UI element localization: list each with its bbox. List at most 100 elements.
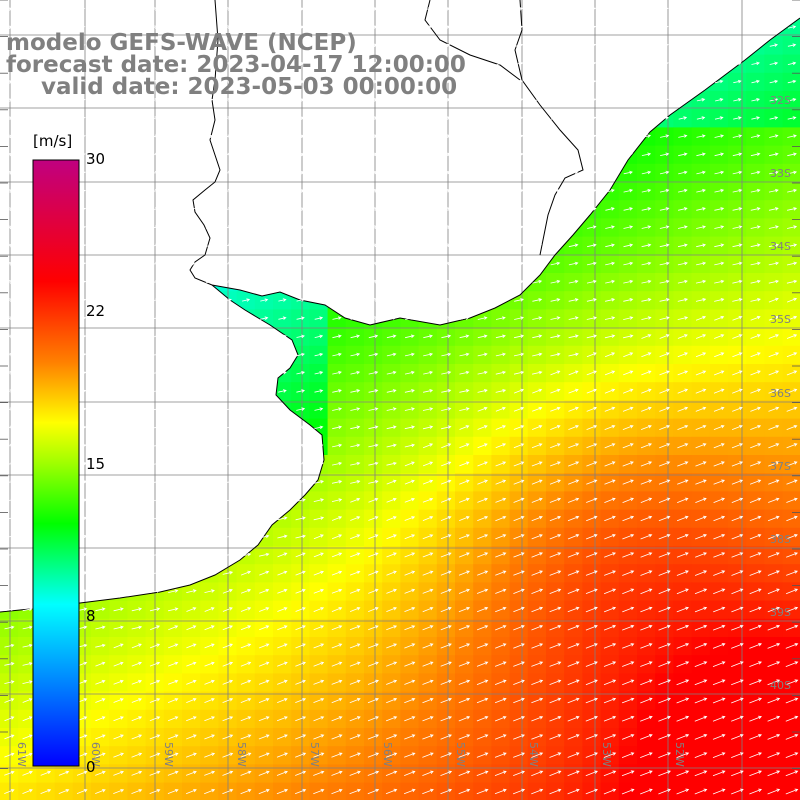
wind-arrow	[731, 479, 744, 485]
wind-arrow	[422, 697, 434, 704]
wind-arrow	[350, 189, 360, 193]
wind-arrow	[458, 788, 471, 795]
wind-arrow	[496, 189, 506, 193]
wind-arrow	[640, 443, 652, 449]
wind-arrow	[477, 298, 488, 302]
wind-arrow	[204, 679, 215, 685]
wind-arrow	[621, 752, 635, 758]
wind-arrow	[732, 152, 743, 157]
wind-arrow	[605, 207, 615, 211]
wind-arrow	[350, 207, 360, 211]
wind-arrow	[206, 134, 214, 139]
wind-arrow	[240, 607, 252, 612]
wind-arrow	[114, 407, 123, 411]
wind-arrow	[205, 207, 214, 211]
wind-arrow	[95, 498, 106, 502]
wind-arrow	[314, 425, 324, 430]
wind-arrow	[242, 189, 250, 193]
wind-arrow	[113, 643, 124, 649]
wind-arrow	[78, 243, 87, 248]
wind-arrow	[97, 7, 104, 11]
wind-arrow	[332, 352, 342, 357]
wind-arrow	[603, 752, 617, 758]
wind-arrow	[259, 625, 270, 631]
wind-arrow	[115, 189, 123, 193]
wind-arrow	[295, 661, 306, 667]
wind-arrow	[549, 770, 562, 777]
wind-arrow	[113, 679, 124, 685]
wind-arrow	[567, 552, 580, 558]
wind-arrow	[549, 697, 562, 704]
wind-arrow	[422, 534, 434, 540]
wind-arrow	[676, 552, 689, 558]
wind-arrow	[295, 716, 307, 722]
wind-arrow	[114, 243, 123, 248]
wind-arrow	[641, 207, 652, 211]
wind-arrow	[458, 588, 470, 594]
wind-arrow	[277, 607, 288, 612]
wind-arrow	[260, 25, 268, 29]
wind-arrow	[187, 298, 196, 302]
wind-arrow	[459, 407, 470, 411]
wind-arrow	[642, 116, 651, 120]
wind-arrow	[260, 334, 269, 339]
wind-arrow	[641, 134, 652, 138]
wind-arrow	[731, 515, 744, 522]
wind-arrow	[297, 116, 305, 120]
wind-arrow	[351, 134, 360, 138]
wind-arrow	[441, 443, 452, 449]
wind-arrow	[476, 734, 489, 740]
wind-arrow	[405, 261, 415, 266]
wind-arrow	[5, 425, 14, 430]
wind-arrow	[205, 389, 214, 393]
wind-arrow	[512, 788, 526, 795]
wind-arrow	[659, 243, 670, 248]
wind-arrow	[549, 515, 562, 522]
wind-arrow	[678, 7, 687, 11]
wind-arrow	[478, 207, 488, 211]
wind-arrow	[6, 134, 13, 139]
wind-arrow	[587, 243, 597, 248]
wind-arrow	[386, 389, 397, 393]
wind-arrow	[351, 152, 360, 157]
wind-arrow	[476, 788, 489, 795]
wind-arrow	[459, 225, 470, 229]
wind-arrow	[459, 370, 470, 375]
wind-arrow	[478, 243, 488, 248]
wind-arrow	[205, 352, 214, 357]
wind-arrow	[550, 170, 560, 175]
wind-arrow	[477, 443, 488, 449]
wind-arrow	[278, 371, 287, 375]
wind-arrow	[622, 461, 634, 467]
wind-arrow	[242, 298, 251, 302]
wind-arrow	[186, 643, 197, 649]
wind-arrow	[368, 625, 379, 631]
wind-arrow	[568, 334, 579, 339]
wind-arrow	[79, 43, 86, 48]
wind-arrow	[513, 697, 525, 704]
wind-arrow	[495, 643, 507, 649]
wind-arrow	[186, 589, 197, 593]
wind-arrow	[658, 679, 671, 686]
wind-arrow	[767, 697, 781, 704]
wind-arrow	[6, 7, 13, 11]
wind-arrow	[659, 443, 671, 449]
wind-arrow	[622, 606, 635, 613]
wind-arrow	[496, 7, 505, 11]
wind-arrow	[786, 425, 798, 430]
wind-arrow	[258, 788, 270, 795]
wind-arrow	[677, 461, 689, 467]
wind-arrow	[332, 461, 343, 466]
wind-arrow	[78, 116, 86, 120]
wind-arrow	[97, 134, 104, 139]
wind-arrow	[549, 479, 561, 485]
wind-arrow	[150, 552, 161, 557]
wind-arrow	[696, 170, 706, 175]
wind-arrow	[478, 152, 488, 157]
wind-arrow	[387, 98, 396, 102]
wind-arrow	[749, 588, 762, 595]
wind-arrow	[769, 7, 778, 11]
wind-arrow	[514, 334, 525, 339]
wind-arrow	[205, 261, 214, 266]
wind-arrow	[131, 589, 143, 593]
